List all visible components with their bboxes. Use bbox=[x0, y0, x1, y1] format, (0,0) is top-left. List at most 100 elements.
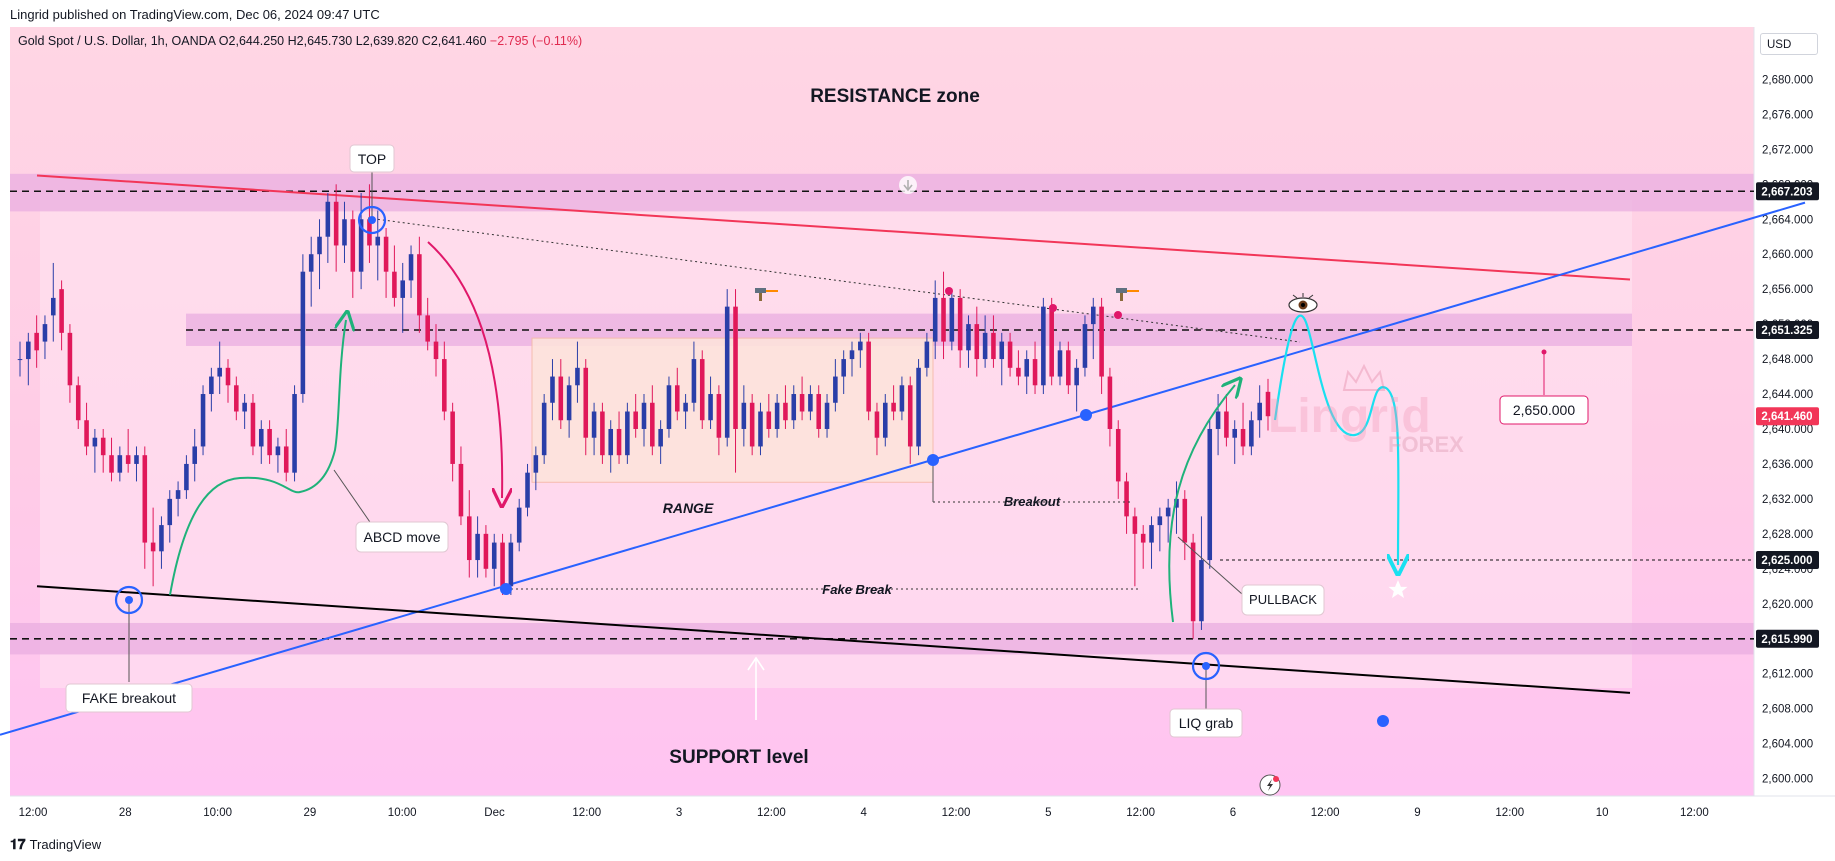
candle-body bbox=[59, 289, 64, 333]
candle-body bbox=[991, 332, 996, 360]
price-tick-label: 2,648.000 bbox=[1762, 354, 1813, 366]
time-tick-label: 12:00 bbox=[1495, 807, 1524, 819]
pullback-pointer-line bbox=[1177, 536, 1243, 595]
candle-body bbox=[425, 315, 430, 342]
price-tick-label: 2,656.000 bbox=[1762, 284, 1813, 296]
price-tick-label: 2,660.000 bbox=[1762, 249, 1813, 261]
tradingview-logo[interactable]: 𝟏𝟕 TradingView bbox=[10, 836, 101, 853]
time-tick-label: Dec bbox=[484, 807, 505, 819]
downtrend-line[interactable] bbox=[36, 174, 1631, 281]
candle-body bbox=[159, 525, 164, 552]
candle-body bbox=[608, 428, 614, 456]
candle-body bbox=[400, 280, 406, 298]
candle-body bbox=[1257, 402, 1262, 421]
candle-body bbox=[500, 542, 505, 587]
candle-body bbox=[217, 367, 222, 377]
time-tick-label: 12:00 bbox=[572, 807, 601, 819]
resistance-zone-label: RESISTANCE zone bbox=[810, 86, 980, 107]
candle-body bbox=[708, 394, 713, 421]
price-tick-label: 2,608.000 bbox=[1762, 704, 1813, 716]
candle-body bbox=[974, 324, 980, 360]
candle-body bbox=[1032, 359, 1038, 386]
candle-body bbox=[1115, 428, 1121, 482]
price-tick-label: 2,632.000 bbox=[1762, 494, 1813, 506]
price-tag-label: 2,625.000 bbox=[1761, 555, 1812, 567]
drop-curve-arrow bbox=[427, 241, 502, 498]
rebound-curve-arrow bbox=[1168, 385, 1235, 623]
candle-body bbox=[866, 341, 871, 412]
candle-body bbox=[325, 201, 331, 237]
range-box bbox=[531, 337, 934, 483]
candle-body bbox=[758, 411, 763, 447]
candle-body bbox=[766, 411, 772, 429]
candle-body bbox=[408, 254, 414, 281]
candle-body bbox=[1041, 306, 1046, 386]
eye-icon bbox=[1288, 293, 1318, 313]
support-level-label: SUPPORT level bbox=[669, 747, 808, 768]
candle-body bbox=[417, 254, 422, 316]
support-trendline[interactable] bbox=[36, 585, 1631, 694]
candle-body bbox=[625, 411, 630, 456]
candle-body bbox=[749, 402, 755, 447]
candle-body bbox=[1066, 350, 1071, 386]
down-arrow-icon bbox=[899, 176, 917, 194]
candle-body bbox=[516, 507, 522, 543]
price-tag bbox=[1756, 321, 1819, 340]
fake-break-label: Fake Break bbox=[822, 582, 892, 597]
support-arrow-head bbox=[747, 656, 765, 671]
candle-body bbox=[26, 341, 31, 360]
time-tick-label: 12:00 bbox=[757, 807, 786, 819]
candle-body bbox=[999, 341, 1005, 360]
candle-body bbox=[924, 341, 930, 368]
target-dot bbox=[1541, 349, 1547, 355]
candle-body bbox=[458, 463, 464, 517]
candle-body bbox=[225, 367, 231, 386]
candle-body bbox=[1207, 428, 1213, 561]
candle-body bbox=[1165, 507, 1171, 517]
liq-grab-callout: LIQ grab bbox=[1169, 708, 1243, 738]
price-level-tags: 2,667.203 2,651.325 2,641.460 2,625.000 2,61… bbox=[1756, 182, 1819, 648]
lightning-icon[interactable] bbox=[1259, 774, 1281, 796]
candle-body bbox=[150, 542, 156, 552]
candle-body bbox=[600, 411, 605, 456]
candle-body bbox=[941, 297, 946, 342]
candle-body bbox=[957, 297, 963, 351]
watermark-logo: Lingrid FOREX bbox=[1268, 363, 1464, 457]
price-tick-label: 2,628.000 bbox=[1762, 529, 1813, 541]
tradingview-brand-text: TradingView bbox=[29, 837, 102, 852]
candle-body bbox=[42, 324, 48, 342]
publisher-line: Lingrid published on TradingView.com, De… bbox=[10, 7, 380, 22]
candle-body bbox=[882, 402, 888, 438]
candle-body bbox=[916, 367, 921, 447]
price-tick-label: 2,604.000 bbox=[1762, 739, 1813, 751]
candle-body bbox=[674, 385, 680, 412]
swing-dot bbox=[1377, 715, 1389, 727]
candle-body bbox=[1082, 324, 1088, 368]
candle-body bbox=[1149, 525, 1154, 543]
uptrend-line[interactable] bbox=[0, 201, 1806, 736]
time-tick-label: 9 bbox=[1414, 807, 1420, 819]
close-value: C2,641.460 bbox=[421, 34, 487, 48]
time-tick-label: 10 bbox=[1596, 807, 1609, 819]
time-tick-label: 28 bbox=[119, 807, 132, 819]
candle-body bbox=[899, 385, 905, 412]
candle-body bbox=[641, 402, 647, 429]
candle-body bbox=[525, 472, 530, 508]
currency-button[interactable]: USD bbox=[1760, 33, 1818, 55]
price-tag-label: 2,651.325 bbox=[1761, 325, 1813, 337]
candle-body bbox=[1132, 516, 1138, 534]
candle-body bbox=[1157, 516, 1163, 526]
candle-body bbox=[508, 542, 514, 587]
candle-body bbox=[192, 446, 198, 464]
candle-body bbox=[392, 271, 397, 298]
price-tag bbox=[1756, 629, 1819, 648]
candle-body bbox=[308, 254, 314, 272]
candle-body bbox=[134, 455, 139, 464]
candle-body bbox=[184, 463, 189, 491]
svg-text:Lingrid: Lingrid bbox=[1268, 390, 1431, 443]
dotted-connector bbox=[367, 217, 1301, 343]
crown-icon bbox=[1342, 363, 1386, 391]
candle-body bbox=[966, 324, 971, 351]
candle-body bbox=[283, 446, 289, 473]
